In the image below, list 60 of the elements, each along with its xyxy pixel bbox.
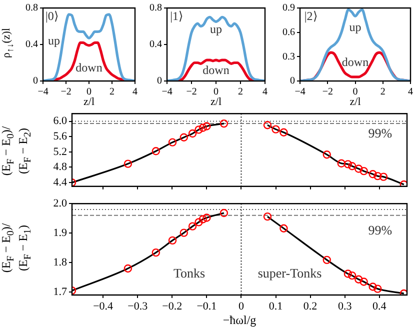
x-tick-label: 2 (380, 86, 386, 98)
y-tick-label: 5.6 (53, 130, 68, 142)
x-axis-title: z/l (84, 96, 95, 108)
y-tick-label: 0.4 (26, 39, 38, 50)
x-axis-title: z/l (210, 96, 222, 108)
annotation: |2⟩ (304, 8, 318, 23)
series-label: down (342, 54, 369, 69)
x-tick-label: 4 (262, 86, 268, 98)
y-tick-label: 2.0 (53, 197, 68, 210)
y-tick-label: 4.4 (53, 176, 68, 188)
y-tick-label: 0.3 (282, 51, 295, 62)
x-tick-label: 0 (214, 86, 218, 98)
annotation: |1⟩ (170, 8, 184, 23)
y-tick-label: 1.9 (53, 226, 68, 239)
x-tick-label: 0 (86, 86, 92, 98)
series-label: down (76, 60, 102, 75)
x-tick-label: −0.4 (93, 300, 114, 312)
y-tick-label: 0.6 (282, 26, 295, 38)
annotation: 99% (368, 222, 392, 238)
annotation: |0⟩ (46, 8, 59, 23)
series-label: up (48, 34, 60, 48)
series-label: up (210, 22, 222, 36)
y-tick-label: 0.4 (150, 39, 162, 50)
annotation: Tonks (173, 265, 206, 280)
annotation: super-Tonks (258, 265, 322, 280)
y-tick-label: 0.8 (150, 2, 162, 14)
y-tick-label: 6.0 (53, 115, 68, 128)
x-tick-label: −2 (322, 86, 333, 98)
x-tick-label: −2 (60, 86, 72, 98)
annotation: 99% (368, 125, 392, 140)
x-tick-label: 2 (110, 86, 114, 98)
x-axis-title: −ħωl/g (222, 313, 256, 327)
x-tick-label: −4 (294, 86, 306, 98)
x-tick-label: 4 (408, 86, 413, 98)
x-tick-label: 0 (238, 300, 244, 312)
x-tick-label: 2 (238, 86, 243, 98)
x-tick-label: 0.4 (372, 300, 387, 312)
y-tick-label: 1.7 (53, 286, 68, 298)
x-tick-label: 0.2 (303, 300, 318, 312)
y-tick-label: 0 (157, 76, 162, 87)
x-tick-label: 0.1 (268, 300, 283, 312)
x-tick-label: −0.2 (162, 300, 182, 312)
y-tick-label: 0 (33, 76, 38, 87)
x-axis-title: z/l (350, 96, 361, 108)
x-tick-label: −0.1 (196, 300, 217, 312)
x-tick-label: 4 (132, 86, 138, 98)
y-tick-label: 0.8 (26, 2, 38, 14)
x-tick-label: 0 (352, 86, 358, 98)
x-tick-label: −2 (186, 86, 197, 98)
series-label: down (202, 62, 230, 77)
x-tick-label: −4 (162, 86, 172, 98)
y-tick-label: 0 (290, 76, 295, 87)
series-label: up (349, 20, 362, 34)
y-tick-label: 5.2 (53, 146, 67, 158)
y-tick-label: 0.9 (282, 2, 295, 14)
y-tick-label: 1.8 (53, 256, 68, 268)
x-tick-label: −0.3 (128, 300, 148, 312)
x-tick-label: 0.3 (338, 300, 352, 312)
y-tick-label: 4.8 (53, 161, 68, 174)
x-tick-label: −4 (38, 86, 48, 98)
